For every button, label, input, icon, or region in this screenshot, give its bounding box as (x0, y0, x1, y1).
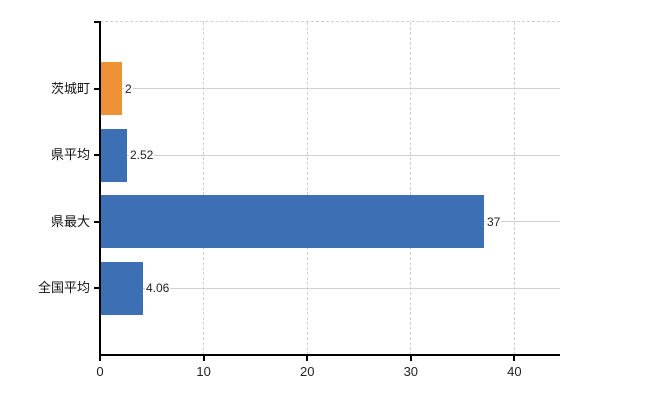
x-axis-tick (202, 355, 205, 361)
x-gridline (410, 22, 412, 355)
y-axis-line (99, 21, 101, 355)
x-axis-tick (306, 355, 309, 361)
x-axis-tick (513, 355, 516, 361)
x-tick-label: 0 (96, 364, 104, 379)
category-label: 県平均 (50, 147, 90, 163)
bar-highlight[interactable] (101, 62, 122, 115)
y-axis-tick (94, 287, 100, 290)
value-label: 37 (486, 213, 502, 230)
category-label: 茨城町 (50, 80, 90, 96)
category-label: 全国平均 (37, 280, 90, 296)
x-tick-label: 20 (299, 364, 315, 379)
x-gridline (513, 22, 515, 355)
x-tick-label: 30 (403, 364, 419, 379)
y-axis-end-tick (94, 21, 100, 23)
value-label: 2 (124, 80, 133, 97)
value-label: 2.52 (129, 147, 155, 164)
category-gridline (100, 154, 560, 156)
y-axis-tick (94, 87, 100, 90)
bar-segment[interactable] (101, 129, 127, 182)
bar-segment[interactable] (101, 195, 484, 248)
x-tick-label: 40 (507, 364, 522, 379)
y-axis-tick (94, 154, 100, 157)
value-label: 4.06 (145, 280, 171, 297)
bar-segment[interactable] (101, 262, 143, 315)
x-axis-tick (99, 355, 101, 361)
x-axis-tick (409, 355, 412, 361)
category-gridline (100, 287, 560, 289)
category-label: 県最大 (50, 213, 90, 229)
plot-top-border (100, 21, 560, 22)
y-axis-tick (94, 220, 100, 223)
category-gridline (100, 88, 560, 90)
x-gridline (306, 22, 308, 355)
x-axis-line (99, 354, 560, 356)
x-gridline (203, 22, 205, 355)
x-tick-label: 10 (196, 364, 211, 379)
